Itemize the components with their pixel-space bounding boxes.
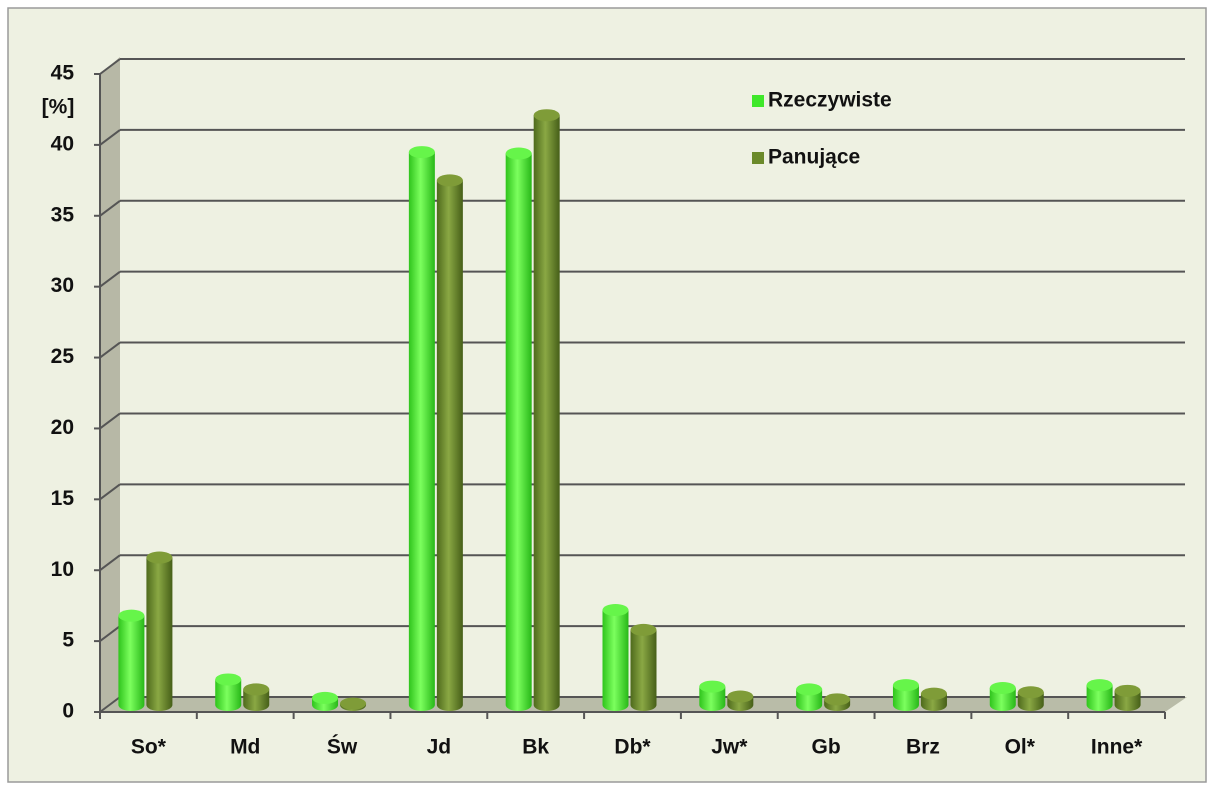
legend-label: Rzeczywiste <box>768 89 892 112</box>
bar-top <box>727 690 754 703</box>
x-tick-label: Św <box>327 735 358 759</box>
bar-top <box>630 623 657 636</box>
y-tick-label: 20 <box>51 416 74 439</box>
legend-label: Panujące <box>768 146 860 169</box>
bar-top <box>602 604 629 617</box>
bar-top <box>340 697 367 710</box>
y-tick-label: 15 <box>51 487 75 510</box>
bar <box>796 689 823 711</box>
bar <box>533 115 560 711</box>
bar <box>215 679 242 711</box>
bar-top <box>533 109 560 122</box>
x-tick-label: Md <box>230 736 260 759</box>
legend-swatch <box>752 152 764 164</box>
legend-swatch <box>752 95 764 107</box>
x-tick-label: Inne* <box>1091 736 1143 759</box>
y-tick-label: 45 <box>51 62 75 85</box>
bar-top <box>699 680 726 693</box>
bar <box>1086 685 1113 711</box>
bar-top <box>215 673 242 686</box>
bar-top <box>505 147 532 160</box>
y-tick-label: 40 <box>51 132 74 155</box>
grid-line-side <box>99 554 121 572</box>
bar-top <box>436 174 463 187</box>
x-tick-label: Ol* <box>1005 736 1036 759</box>
bar <box>989 687 1016 711</box>
y-tick-label: 25 <box>51 345 75 368</box>
x-tick-label: So* <box>131 736 167 759</box>
bar-top <box>118 609 145 622</box>
y-tick-label: 5 <box>62 629 74 652</box>
bar-top <box>312 691 339 704</box>
grid-line-side <box>99 58 121 75</box>
grid-line-side <box>99 199 121 217</box>
bar <box>118 615 145 711</box>
grid-line-side <box>99 483 121 501</box>
bar <box>630 629 657 711</box>
bar-top <box>892 679 919 692</box>
y-axis-label: [%] <box>42 96 75 119</box>
bar <box>505 153 532 712</box>
x-tick-label: Db* <box>614 736 651 759</box>
grid-line-side <box>99 412 121 430</box>
bar-top <box>1114 684 1141 697</box>
x-tick-label: Brz <box>906 736 940 759</box>
y-tick-label: 0 <box>62 700 74 723</box>
bar <box>408 152 435 711</box>
bar-top <box>408 146 435 159</box>
grid-line-side <box>99 270 121 288</box>
y-tick-label: 10 <box>51 558 74 581</box>
bar <box>146 557 173 711</box>
x-tick-label: Jd <box>427 736 452 759</box>
bar-top <box>824 693 851 706</box>
bar <box>243 689 270 711</box>
bar-top <box>989 681 1016 694</box>
grid-line-side <box>99 625 121 642</box>
bar <box>892 685 919 711</box>
x-tick-label: Jw* <box>711 736 748 759</box>
bar-top <box>920 687 947 700</box>
grid-line-side <box>99 696 121 713</box>
y-tick-label: 30 <box>51 274 74 297</box>
grid-line-side <box>99 129 121 146</box>
bar-top <box>796 683 823 696</box>
bar <box>602 610 629 711</box>
side-wall <box>100 57 120 712</box>
bar-top <box>146 551 173 564</box>
bar <box>436 180 463 711</box>
x-tick-label: Bk <box>522 736 549 759</box>
bar-top <box>1086 679 1113 692</box>
y-tick-label: 35 <box>51 203 75 226</box>
x-tick-label: Gb <box>812 736 841 759</box>
grid-line-side <box>99 341 121 359</box>
bar <box>699 686 726 711</box>
bar-top <box>243 683 270 696</box>
bar-top <box>1017 686 1044 699</box>
